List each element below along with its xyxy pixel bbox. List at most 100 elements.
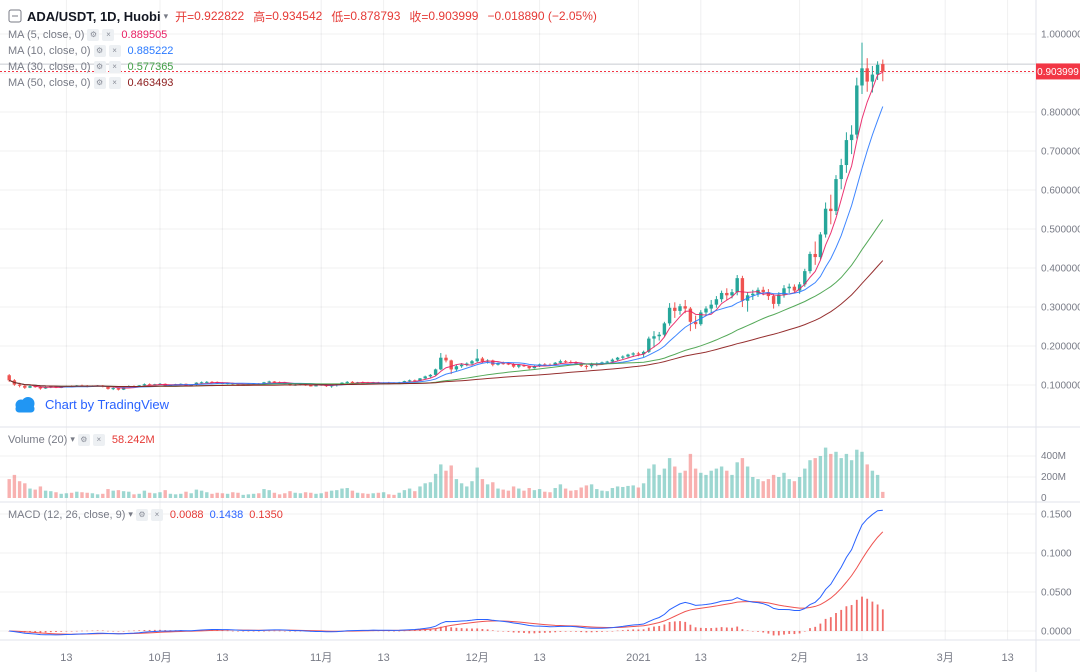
time-axis-label[interactable]: 2月 — [791, 652, 808, 664]
close-icon[interactable]: × — [150, 508, 163, 521]
volume-bar — [673, 466, 677, 498]
volume-bar — [236, 492, 240, 498]
volume-bar — [80, 492, 84, 498]
macd-hist-bar — [393, 630, 395, 632]
chevron-down-icon[interactable]: ▾ — [70, 434, 75, 444]
candle-body — [553, 362, 557, 366]
settings-icon[interactable]: ⚙ — [93, 76, 106, 89]
macd-hist-bar — [231, 630, 234, 632]
candle-body — [631, 353, 635, 355]
volume-bar — [522, 490, 526, 498]
ma10-indicator-row[interactable]: MA (10, close, 0) ⚙ × 0.885222 — [8, 43, 597, 58]
time-axis-label[interactable]: 13 — [216, 652, 228, 664]
candle-body — [647, 338, 651, 352]
volume-bar — [797, 477, 802, 498]
volume-indicator-row[interactable]: Volume (20) ▾ ⚙ × 58.242M — [8, 432, 155, 447]
volume-axis-label: 0 — [1041, 493, 1047, 504]
macd-hist-bar — [809, 628, 811, 631]
candle-body — [735, 278, 739, 293]
high-value: 0.934542 — [272, 9, 323, 23]
ma30-indicator-row[interactable]: MA (30, close, 0) ⚙ × 0.577365 — [8, 59, 597, 74]
time-axis-label[interactable]: 13 — [695, 652, 707, 664]
volume-bar — [813, 458, 817, 498]
volume-bar — [563, 488, 568, 498]
chevron-down-icon[interactable]: ▾ — [128, 509, 133, 519]
candle-body — [652, 336, 656, 339]
time-axis-label[interactable]: 13 — [60, 652, 72, 664]
ma-line-10 — [9, 106, 884, 388]
candle-body — [657, 334, 661, 337]
time-axis-label[interactable]: 2021 — [626, 652, 650, 664]
chevron-down-icon[interactable]: ▾ — [163, 10, 169, 21]
price-axis-label: 0.200000 — [1041, 342, 1080, 353]
volume-bar — [423, 483, 427, 498]
settings-icon[interactable]: ⚙ — [87, 28, 100, 41]
volume-bar — [158, 492, 162, 498]
volume-bar — [615, 486, 620, 498]
macd-hist-bar — [408, 630, 411, 631]
price-axis-label: 0.600000 — [1041, 186, 1080, 197]
volume-bar — [730, 474, 734, 498]
close-icon[interactable]: × — [102, 28, 115, 41]
volume-bar — [548, 492, 552, 498]
tradingview-logo[interactable]: Chart by TradingView — [12, 396, 169, 413]
volume-bar — [766, 479, 771, 498]
ma50-indicator-row[interactable]: MA (50, close, 0) ⚙ × 0.463493 — [8, 75, 597, 90]
volume-bar — [574, 490, 578, 498]
volume-bar — [101, 493, 105, 498]
time-axis-label[interactable]: 11月 — [310, 652, 332, 664]
volume-bar — [439, 464, 443, 498]
volume-bar — [865, 464, 869, 498]
volume-pane-legend: Volume (20) ▾ ⚙ × 58.242M — [8, 431, 155, 447]
close-icon[interactable]: × — [92, 433, 105, 446]
candle-body — [28, 386, 32, 388]
macd-hist-bar — [876, 604, 879, 631]
settings-icon[interactable]: ⚙ — [135, 508, 148, 521]
macd-hist-bar — [398, 630, 401, 632]
symbol-menu-icon[interactable] — [8, 9, 22, 23]
settings-icon[interactable]: ⚙ — [77, 433, 90, 446]
time-axis-label[interactable]: 13 — [856, 652, 868, 664]
volume-bar — [829, 453, 833, 498]
macd-hist-bar — [621, 630, 624, 631]
time-axis-label[interactable]: 10月 — [148, 652, 171, 664]
macd-hist-bar — [658, 625, 661, 631]
settings-icon[interactable]: ⚙ — [93, 60, 106, 73]
ma5-indicator-row[interactable]: MA (5, close, 0) ⚙ × 0.889505 — [8, 27, 597, 42]
volume-bar — [610, 488, 615, 498]
settings-icon[interactable]: ⚙ — [93, 44, 106, 57]
macd-hist-bar — [283, 630, 286, 632]
symbol-title[interactable]: ADA/USDT, 1D, Huobi — [27, 8, 161, 24]
candle-body — [423, 376, 427, 379]
macd-hist-bar — [814, 626, 817, 631]
macd-hist-bar — [871, 601, 874, 631]
volume-bar — [569, 490, 573, 498]
candle-body — [605, 361, 609, 363]
macd-hist-bar — [403, 630, 406, 632]
volume-bar — [132, 494, 136, 498]
macd-hist-bar — [881, 609, 884, 631]
volume-bar — [163, 490, 167, 498]
close-icon[interactable]: × — [108, 60, 121, 73]
close-value: 0.903999 — [428, 9, 479, 23]
macd-hist-bar — [476, 628, 479, 631]
time-axis-label[interactable]: 3月 — [937, 652, 954, 664]
close-icon[interactable]: × — [108, 44, 121, 57]
time-axis-label[interactable]: 12月 — [466, 652, 489, 664]
price-axis-label: 0.400000 — [1041, 264, 1080, 275]
time-axis-label[interactable]: 13 — [1001, 652, 1013, 664]
volume-bar — [491, 482, 495, 498]
macd-hist-bar — [252, 631, 255, 632]
time-axis-label[interactable]: 13 — [377, 652, 389, 664]
macd-hist-bar — [517, 631, 520, 633]
volume-bar — [475, 467, 479, 498]
macd-hist-bar — [653, 626, 655, 631]
time-axis-label[interactable]: 13 — [533, 652, 545, 664]
volume-bar — [309, 492, 313, 498]
volume-bar — [636, 487, 641, 498]
volume-bar — [641, 483, 646, 498]
macd-indicator-row[interactable]: MACD (12, 26, close, 9) ▾ ⚙ × 0.0088 0.1… — [8, 507, 283, 522]
candle-body — [314, 385, 318, 387]
close-icon[interactable]: × — [108, 76, 121, 89]
